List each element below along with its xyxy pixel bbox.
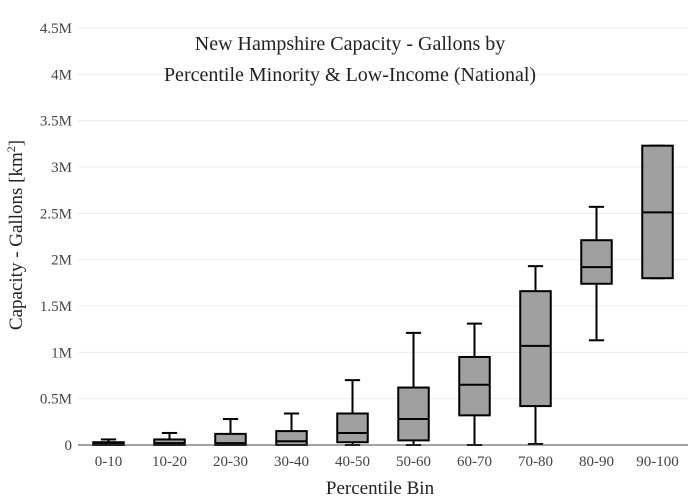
x-tick-label: 20-30 — [213, 454, 248, 470]
iqr-box — [336, 412, 369, 444]
y-axis-title-end: ] — [6, 140, 27, 146]
iqr-box — [580, 239, 613, 285]
y-tick-label: 2M — [51, 253, 72, 269]
y-tick-label: 2.5M — [40, 206, 72, 222]
y-tick-labels: 0 0.5M 1M 1.5M 2M 2.5M 3M 3.5M 4M 4.5M — [40, 21, 72, 454]
chart-title-line-2: Percentile Minority & Low-Income (Nation… — [164, 64, 536, 86]
box-10-20 — [153, 431, 186, 447]
box-40-50 — [336, 379, 369, 446]
y-tick-label: 4M — [51, 67, 72, 83]
y-axis-title: Capacity - Gallons [km2] — [4, 140, 27, 330]
y-tick-label: 1.5M — [40, 299, 72, 315]
x-tick-label: 10-20 — [152, 454, 187, 470]
y-tick-label: 4.5M — [40, 21, 72, 37]
y-axis-title-main: Capacity - Gallons [km — [6, 152, 27, 330]
box-30-40 — [275, 412, 308, 447]
box-70-80 — [519, 265, 552, 446]
iqr-box — [458, 355, 491, 417]
y-tick-label: 3M — [51, 160, 72, 176]
boxes — [92, 144, 674, 447]
x-tick-label: 90-100 — [636, 454, 679, 470]
x-tick-labels: 0-10 10-20 20-30 30-40 40-50 50-60 60-70 70-80 8… — [95, 454, 679, 470]
x-tick-label: 0-10 — [95, 454, 123, 470]
box-50-60 — [397, 331, 430, 446]
iqr-box — [519, 290, 552, 408]
x-axis-title: Percentile Bin — [326, 478, 435, 499]
x-tick-label: 40-50 — [335, 454, 370, 470]
x-tick-label: 70-80 — [518, 454, 553, 470]
y-tick-label: 1M — [51, 345, 72, 361]
y-tick-label: 0.5M — [40, 392, 72, 408]
y-tick-label: 0 — [65, 438, 73, 454]
x-tick-label: 50-60 — [396, 454, 431, 470]
gridlines — [78, 27, 688, 400]
x-tick-label: 60-70 — [457, 454, 492, 470]
y-tick-label: 3.5M — [40, 114, 72, 130]
iqr-box — [275, 430, 308, 447]
x-tick-label: 30-40 — [274, 454, 309, 470]
chart-title-line-1: New Hampshire Capacity - Gallons by — [195, 33, 505, 55]
box-60-70 — [458, 322, 491, 446]
box-80-90 — [580, 205, 613, 342]
box-0-10 — [92, 438, 125, 447]
x-tick-label: 80-90 — [579, 454, 614, 470]
box-90-100 — [641, 144, 674, 280]
y-axis-title-superscript: 2 — [4, 146, 18, 152]
box-20-30 — [214, 418, 247, 447]
iqr-box — [397, 386, 430, 442]
